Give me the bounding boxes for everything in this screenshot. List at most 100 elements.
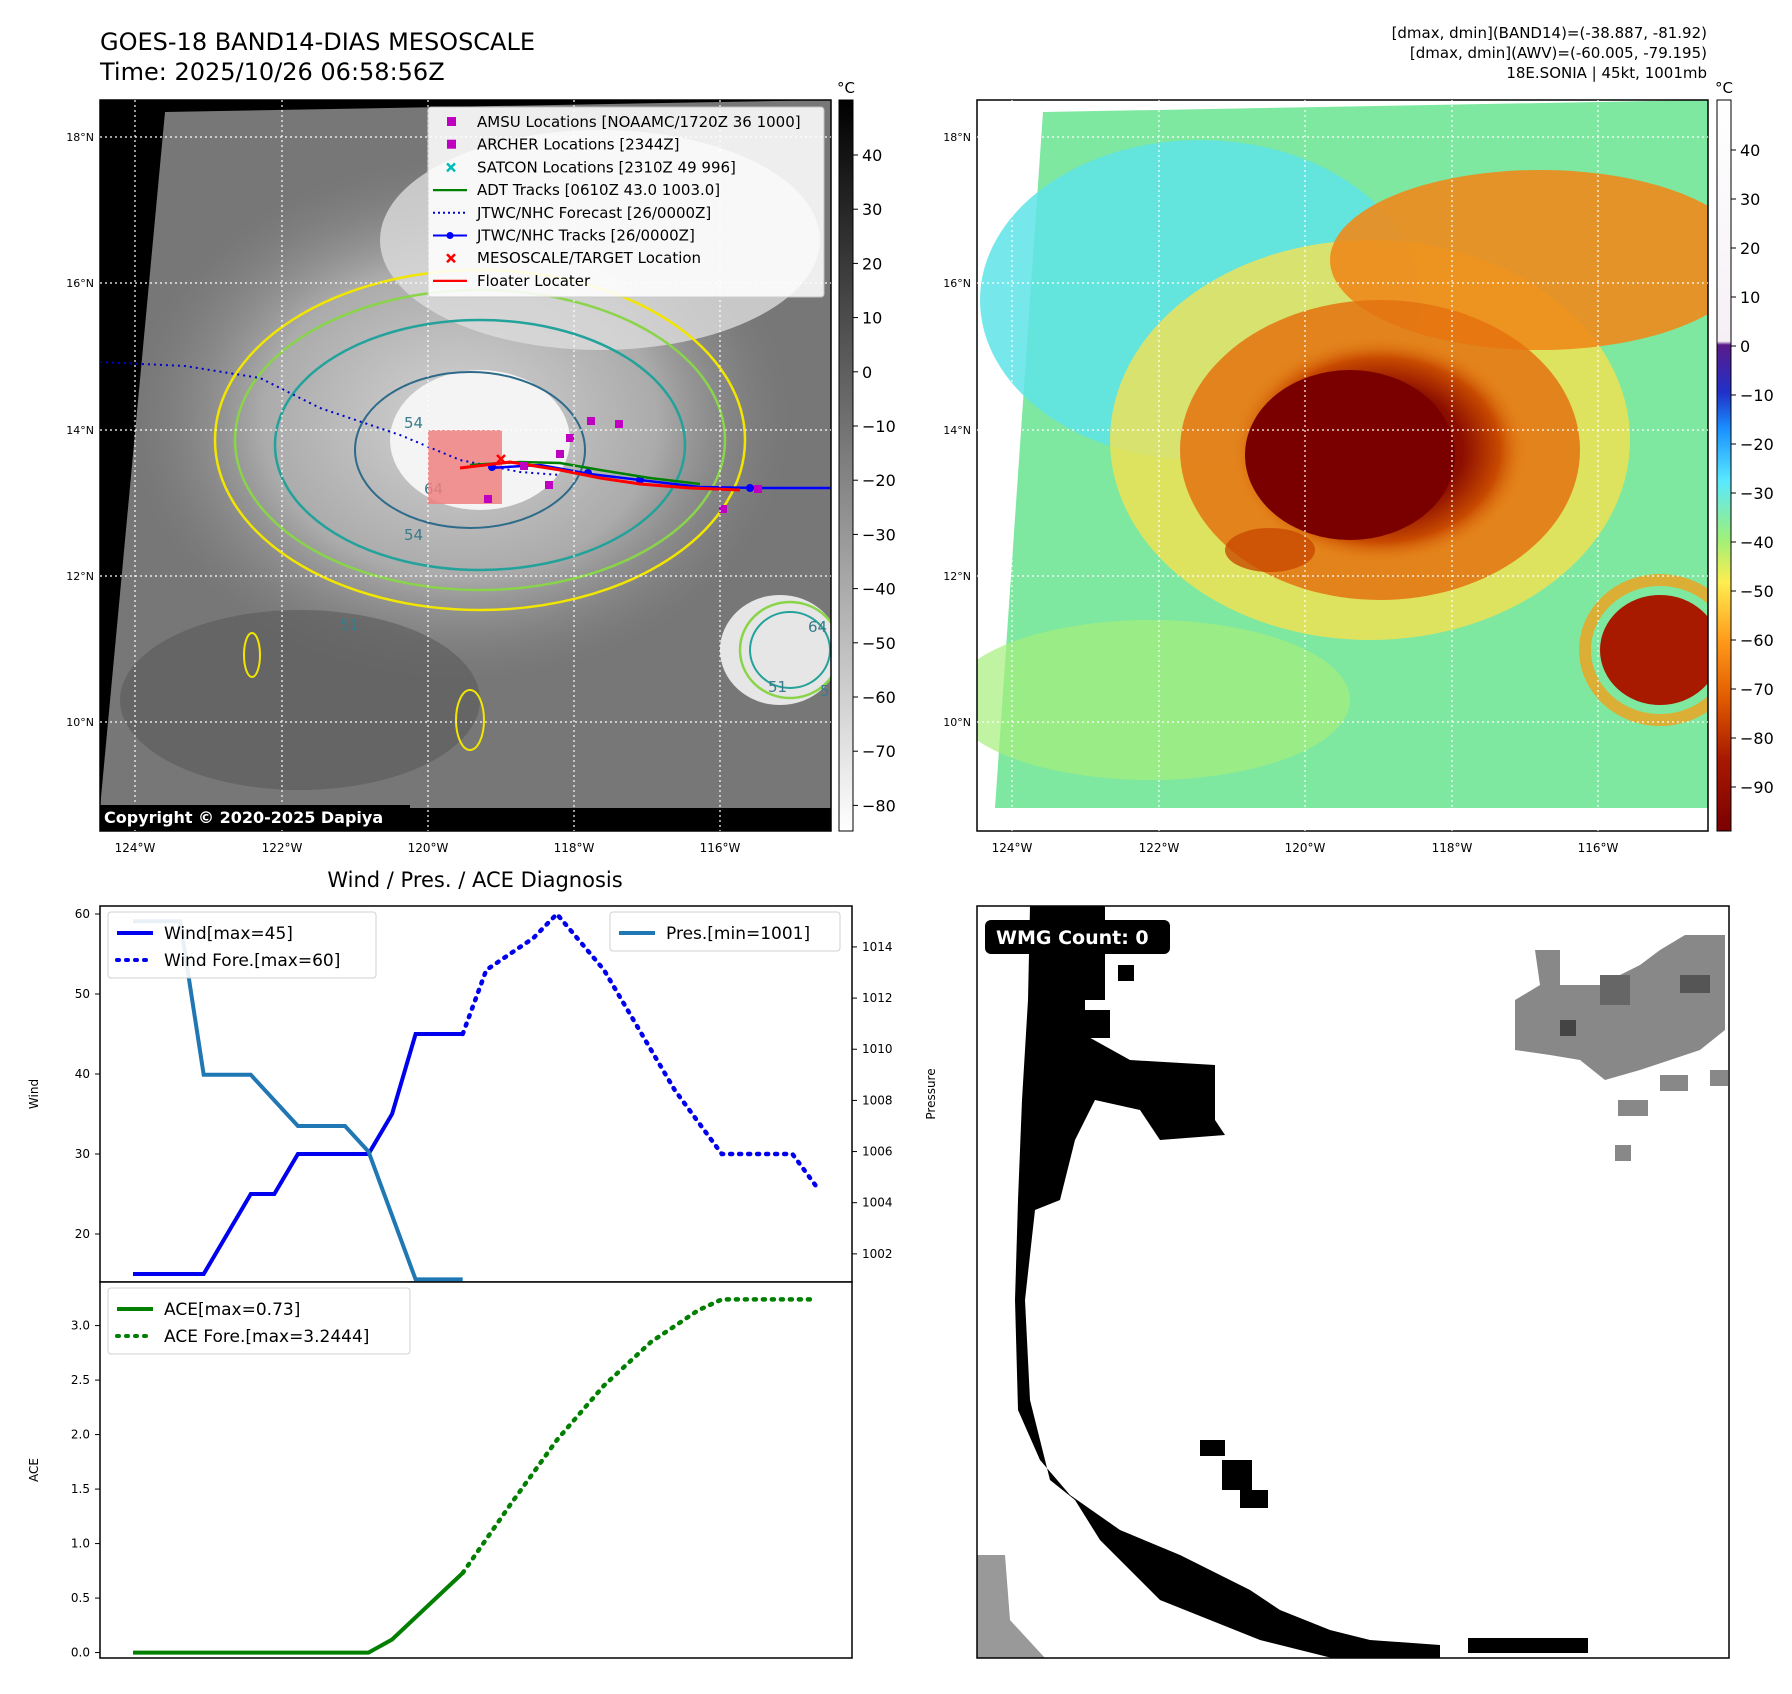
y2-tick-label: 1002 bbox=[862, 1247, 893, 1261]
color-colorbar-unit: °C bbox=[1715, 79, 1733, 97]
legend-item: AMSU Locations [NOAAMC/1720Z 36 1000] bbox=[447, 113, 801, 131]
colorbar-tick-label: 40 bbox=[862, 146, 882, 165]
contour-label: 51 bbox=[768, 678, 787, 696]
legend-label: AMSU Locations [NOAAMC/1720Z 36 1000] bbox=[477, 113, 801, 131]
lat-tick-label: 10°N bbox=[943, 716, 971, 729]
colorbar-tick-label: −10 bbox=[862, 417, 896, 436]
lon-tick-label: 122°W bbox=[262, 841, 303, 855]
wmg-panel: WMG Count: 0 bbox=[976, 905, 1730, 1659]
legend-item: SATCON Locations [2310Z 49 996] bbox=[446, 158, 736, 176]
lat-tick-label: 18°N bbox=[66, 131, 94, 144]
lon-tick-label: 120°W bbox=[1285, 841, 1326, 855]
y-tick-label: 50 bbox=[75, 987, 90, 1001]
legend-label: JTWC/NHC Forecast [26/0000Z] bbox=[476, 204, 711, 222]
colorbar-tick-label: 20 bbox=[862, 254, 882, 273]
chart-legend: Pres.[min=1001] bbox=[609, 911, 841, 952]
colorbar-tick-label: −70 bbox=[862, 742, 896, 761]
series-line bbox=[133, 1571, 465, 1655]
y-axis-label: Wind bbox=[27, 1079, 41, 1109]
lon-tick-label: 124°W bbox=[992, 841, 1033, 855]
legend-label: ADT Tracks [0610Z 43.0 1003.0] bbox=[477, 181, 720, 199]
colorbar-tick-label: 30 bbox=[1740, 190, 1760, 209]
color-map-panel: 18°N 16°N 14°N 12°N 10°N 124°W 122°W 120°W 118°… bbox=[943, 79, 1774, 855]
legend-item: Floater Locater bbox=[433, 272, 591, 290]
y2-tick-label: 1014 bbox=[862, 940, 893, 954]
chart-legend-label: ACE[max=0.73] bbox=[164, 1300, 300, 1320]
y-tick-label: 1.0 bbox=[71, 1537, 90, 1551]
colorbar-tick-label: −40 bbox=[1740, 533, 1774, 552]
chart-legend: Wind[max=45] Wind Fore.[max=60] bbox=[107, 911, 377, 979]
colorbar-tick-label: 10 bbox=[1740, 288, 1760, 307]
colorbar-tick-label: −20 bbox=[1740, 435, 1774, 454]
contour-label: 5 bbox=[820, 682, 830, 700]
lat-tick-label: 14°N bbox=[943, 424, 971, 437]
chart-legend-label: Wind Fore.[max=60] bbox=[164, 951, 340, 971]
y2-tick-label: 1008 bbox=[862, 1093, 893, 1107]
legend-item: MESOSCALE/TARGET Location bbox=[446, 249, 701, 267]
lat-tick-label: 12°N bbox=[943, 570, 971, 583]
y2-tick-label: 1004 bbox=[862, 1196, 893, 1210]
legend-item: ARCHER Locations [2344Z] bbox=[447, 136, 680, 154]
wmg-count-label: WMG Count: 0 bbox=[996, 927, 1149, 949]
series-line bbox=[460, 910, 819, 1189]
legend-item: JTWC/NHC Tracks [26/0000Z] bbox=[433, 227, 695, 245]
lon-tick-label: 116°W bbox=[1578, 841, 1619, 855]
y-tick-label: 30 bbox=[75, 1147, 90, 1161]
colorbar-tick-label: −10 bbox=[1740, 386, 1774, 405]
colorbar-tick-label: 0 bbox=[1740, 337, 1750, 356]
legend-label: MESOSCALE/TARGET Location bbox=[477, 249, 701, 267]
figure-title: GOES-18 BAND14-DIAS MESOSCALE bbox=[100, 28, 535, 56]
wmg-count-badge bbox=[985, 920, 1170, 954]
diagnosis-title: Wind / Pres. / ACE Diagnosis bbox=[327, 868, 622, 892]
lat-tick-label: 10°N bbox=[66, 716, 94, 729]
color-colorbar bbox=[1716, 99, 1732, 832]
legend-label: SATCON Locations [2310Z 49 996] bbox=[477, 158, 736, 176]
lon-tick-label: 124°W bbox=[115, 841, 156, 855]
contour-label: 64 bbox=[808, 618, 827, 636]
contour-label: 54 bbox=[404, 526, 423, 544]
legend-label: ARCHER Locations [2344Z] bbox=[477, 136, 680, 154]
ace-chart: 0.00.51.01.52.02.53.0ACEACE[max=0.73]ACE… bbox=[27, 1281, 853, 1660]
stat-band14: [dmax, dmin](BAND14)=(-38.887, -81.92) bbox=[1392, 24, 1707, 42]
colorbar-tick-label: −60 bbox=[862, 688, 896, 707]
storm-info: 18E.SONIA | 45kt, 1001mb bbox=[1506, 64, 1707, 82]
chart-legend: ACE[max=0.73] ACE Fore.[max=3.2444] bbox=[107, 1287, 411, 1355]
colorbar-tick-label: 10 bbox=[862, 309, 882, 328]
y-tick-label: 20 bbox=[75, 1227, 90, 1241]
y-tick-label: 2.0 bbox=[71, 1428, 90, 1442]
series-line bbox=[133, 1032, 463, 1276]
colorbar-tick-label: −40 bbox=[862, 580, 896, 599]
lat-tick-label: 12°N bbox=[66, 570, 94, 583]
lon-tick-label: 118°W bbox=[1432, 841, 1473, 855]
copyright: Copyright © 2020-2025 Dapiya bbox=[104, 808, 383, 827]
colorbar-tick-label: −50 bbox=[1740, 582, 1774, 601]
series-line bbox=[460, 1297, 819, 1576]
colorbar-tick-label: −60 bbox=[1740, 631, 1774, 650]
lon-tick-label: 122°W bbox=[1139, 841, 1180, 855]
legend-item: JTWC/NHC Forecast [26/0000Z] bbox=[433, 204, 711, 222]
y-axis-label: ACE bbox=[27, 1458, 41, 1482]
colorbar-tick-label: −20 bbox=[862, 471, 896, 490]
y-tick-label: 40 bbox=[75, 1067, 90, 1081]
y-tick-label: 1.5 bbox=[71, 1482, 90, 1496]
colorbar-tick-label: −80 bbox=[1740, 729, 1774, 748]
colorbar-tick-label: −30 bbox=[1740, 484, 1774, 503]
chart-legend-label: Pres.[min=1001] bbox=[666, 924, 810, 944]
colorbar-tick-label: 30 bbox=[862, 200, 882, 219]
colorbar-tick-label: −30 bbox=[862, 525, 896, 544]
colorbar-tick-label: −70 bbox=[1740, 680, 1774, 699]
gray-colorbar-unit: °C bbox=[837, 79, 855, 97]
lon-tick-label: 120°W bbox=[408, 841, 449, 855]
y-tick-label: 0.0 bbox=[71, 1646, 90, 1660]
lat-tick-label: 14°N bbox=[66, 424, 94, 437]
gray-colorbar bbox=[838, 99, 854, 832]
chart-legend-label: ACE Fore.[max=3.2444] bbox=[164, 1327, 369, 1347]
y2-tick-label: 1006 bbox=[862, 1145, 893, 1159]
figure-time: Time: 2025/10/26 06:58:56Z bbox=[99, 58, 445, 86]
y2-axis-label: Pressure bbox=[924, 1068, 938, 1119]
ir-map-panel: 5464545164515 bbox=[66, 79, 896, 855]
map-legend: AMSU Locations [NOAAMC/1720Z 36 1000] ARC… bbox=[427, 106, 825, 298]
colorbar-tick-label: 40 bbox=[1740, 141, 1760, 160]
contour-label: 54 bbox=[404, 414, 423, 432]
